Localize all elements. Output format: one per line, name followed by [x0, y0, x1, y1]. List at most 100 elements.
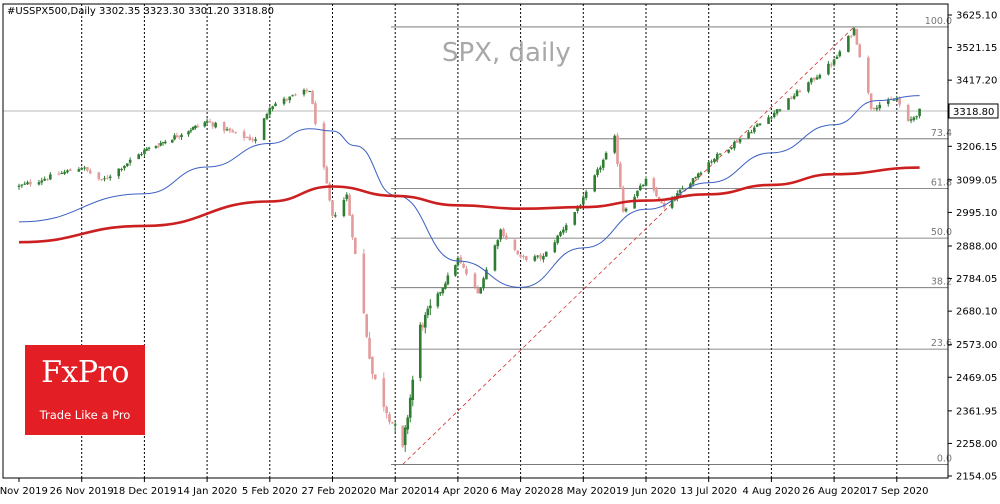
y-tick-label: 2154.05: [956, 472, 997, 483]
candle-bull: [439, 292, 442, 294]
candle-bull: [456, 258, 460, 266]
candle-bull: [123, 165, 126, 169]
candle-bull: [633, 196, 636, 209]
candle-bull: [37, 182, 41, 185]
candle-bear: [655, 189, 658, 197]
candle-bear: [519, 254, 522, 257]
candle-bull: [137, 154, 140, 160]
candle-bull: [601, 159, 605, 168]
candle-bear: [211, 122, 215, 127]
x-tick-label: 4 Nov 2019: [0, 486, 48, 497]
x-tick-label: 28 May 2020: [551, 486, 616, 497]
candle-bear: [401, 425, 405, 447]
candle-bull: [63, 171, 66, 174]
candle-bull: [810, 78, 813, 83]
candle-bull: [827, 63, 830, 75]
candle-bull: [556, 235, 559, 243]
candle-bull: [715, 153, 719, 160]
y-tick-label: 2680.10: [956, 307, 997, 318]
candle-bull: [485, 269, 488, 280]
candle-bull: [154, 146, 158, 148]
y-tick-label: 3206.15: [956, 142, 997, 153]
candle-bear: [525, 256, 528, 260]
candle-bull: [596, 169, 599, 176]
candle-bull: [187, 131, 190, 135]
candle-bull: [499, 229, 502, 240]
candle-bull: [787, 98, 790, 110]
candle-bull: [17, 185, 21, 187]
candle-bull: [835, 56, 839, 59]
candle-bear: [314, 103, 317, 124]
x-tick-label: 14 Apr 2020: [427, 486, 489, 497]
candle-bull: [268, 108, 272, 115]
candle-bear: [829, 64, 833, 66]
candle-bear: [331, 200, 334, 216]
candle-bear: [812, 78, 816, 80]
x-tick-label: 4 Aug 2020: [743, 486, 801, 497]
candle-bull: [26, 182, 29, 185]
candle-bull: [696, 173, 700, 178]
symbol-header: #USSPX500,Daily 3302.35 3323.30 3301.20 …: [7, 6, 274, 17]
candle-bull: [636, 190, 639, 197]
candle-bull: [173, 135, 176, 140]
candle-bull: [120, 169, 123, 171]
candle-bear: [106, 177, 109, 179]
brand-name: FxPro: [41, 355, 129, 390]
candle-bull: [639, 185, 642, 191]
candle-bull: [713, 158, 716, 162]
candle-bear: [473, 273, 477, 288]
moving-average-slow: [18, 166, 920, 244]
candle-bull: [689, 183, 692, 189]
candle-bull: [755, 124, 759, 127]
candle-bull: [710, 161, 713, 163]
candle-bull: [265, 114, 269, 119]
moving-average-fast: [18, 95, 920, 288]
candle-bull: [599, 167, 602, 170]
candle-bull: [758, 123, 762, 126]
candle-bull: [23, 183, 26, 185]
candle-bear: [222, 122, 226, 131]
candle-bear: [228, 128, 232, 131]
candle-bull: [282, 98, 286, 104]
candle-bull: [80, 168, 83, 170]
candle-bear: [86, 167, 89, 171]
candle-bull: [584, 191, 588, 198]
candle-bear: [231, 130, 235, 133]
candle-bull: [818, 74, 822, 79]
candle-bull: [730, 147, 733, 149]
x-tick-label: 27 Feb 2020: [301, 486, 363, 497]
candle-bull: [20, 184, 24, 186]
candle-bull: [772, 112, 776, 117]
candle-bull: [613, 135, 616, 153]
x-tick-label: 26 Nov 2019: [50, 486, 114, 497]
candle-bull: [895, 98, 899, 101]
candle-bear: [285, 99, 289, 101]
candle-bull: [542, 256, 545, 260]
fib-level-label: 23.6: [931, 338, 952, 349]
candle-bear: [660, 201, 663, 203]
candle-bull: [593, 175, 596, 192]
candle-bear: [621, 187, 625, 212]
candle-bull: [694, 176, 697, 178]
candle-bull: [875, 107, 879, 110]
candle-bull: [644, 178, 648, 186]
candle-bull: [128, 159, 132, 163]
x-tick-label: 5 Feb 2020: [242, 486, 298, 497]
candle-bull: [189, 130, 193, 132]
candle-bull: [205, 121, 209, 123]
y-tick-label: 2361.95: [956, 406, 997, 417]
candle-bear: [855, 29, 859, 45]
candle-bear: [798, 90, 802, 93]
candle-bear: [368, 337, 371, 359]
candle-bull: [406, 417, 410, 430]
candle-bear: [196, 125, 200, 127]
candle-bear: [362, 253, 366, 314]
candle-bull: [909, 119, 913, 121]
candle-bull: [681, 188, 684, 190]
candle-bull: [886, 99, 890, 104]
candle-bear: [373, 374, 377, 380]
candle-bear: [502, 229, 505, 237]
candle-bull: [145, 148, 149, 151]
candle-bull: [203, 122, 207, 127]
